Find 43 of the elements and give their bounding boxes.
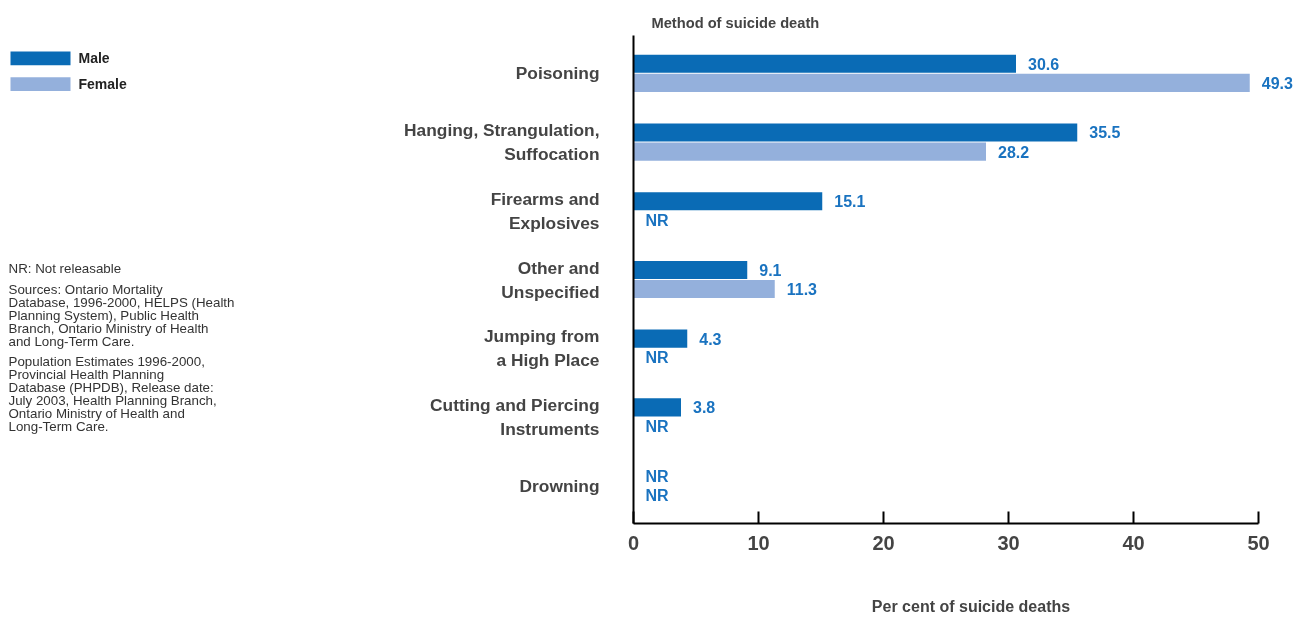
bar bbox=[633, 73, 1250, 92]
bar bbox=[633, 279, 775, 299]
bar bbox=[633, 398, 681, 417]
data-label: 15.1 bbox=[834, 193, 866, 211]
x-tick-label: 0 bbox=[627, 531, 640, 554]
data-label: 28.2 bbox=[998, 143, 1030, 161]
y-tick-label: Firearms and Explosives bbox=[490, 188, 600, 233]
data-label: 49.3 bbox=[1261, 74, 1293, 92]
y-tick-label: Other and Unspecified bbox=[501, 257, 600, 302]
text: NR bbox=[645, 418, 669, 436]
y-tick-label: Jumping from a High Place bbox=[483, 326, 600, 371]
source-note: Sources: Ontario Mortality Database, 1996-2000, HELPS (Health Planning System), Public Health Branch, Ontario Ministry of Health and Long-Term Care. bbox=[8, 281, 235, 349]
y-tick-label: Drowning bbox=[519, 475, 600, 496]
chart-title: Method of suicide death bbox=[651, 14, 820, 31]
y-tick-label: Poisoning bbox=[515, 63, 600, 84]
data-label: 4.3 bbox=[699, 330, 722, 348]
x-tick-label: 20 bbox=[872, 531, 895, 554]
legend-label: Female bbox=[78, 76, 127, 93]
bar bbox=[633, 142, 986, 161]
text: NR bbox=[645, 467, 669, 485]
y-tick-label: Cutting and Piercing Instruments bbox=[430, 394, 600, 439]
data-label: 30.6 bbox=[1028, 55, 1060, 73]
data-label: 3.8 bbox=[693, 399, 716, 417]
bar bbox=[633, 123, 1078, 142]
text: NR bbox=[645, 211, 669, 229]
x-tick-label: 40 bbox=[1122, 531, 1145, 554]
bar bbox=[633, 192, 823, 211]
x-tick-label: 10 bbox=[747, 531, 770, 554]
text: NR bbox=[645, 486, 669, 504]
text: Population Estimates 1996-2000, Provincial Health Planning Database (PHPDB), Release date: July 2003, Health Planning Branch, Ontario Ministry of Health and Long-Term Care. bbox=[8, 354, 217, 434]
y-tick-label: Hanging, Strangulation, Suffocation bbox=[404, 120, 600, 165]
data-label: 35.5 bbox=[1089, 124, 1121, 142]
bar bbox=[633, 329, 688, 348]
data-label: 11.3 bbox=[786, 281, 818, 299]
x-axis-title: Per cent of suicide deaths bbox=[871, 597, 1071, 615]
bar bbox=[633, 54, 1016, 73]
x-tick-label: 50 bbox=[1247, 531, 1270, 554]
text: NR: Not releasable bbox=[8, 261, 122, 277]
legend-label: Male bbox=[78, 50, 110, 67]
x-tick-label: 30 bbox=[997, 531, 1020, 554]
text: NR bbox=[645, 349, 669, 367]
data-label: 9.1 bbox=[759, 261, 782, 279]
bar bbox=[633, 260, 748, 280]
